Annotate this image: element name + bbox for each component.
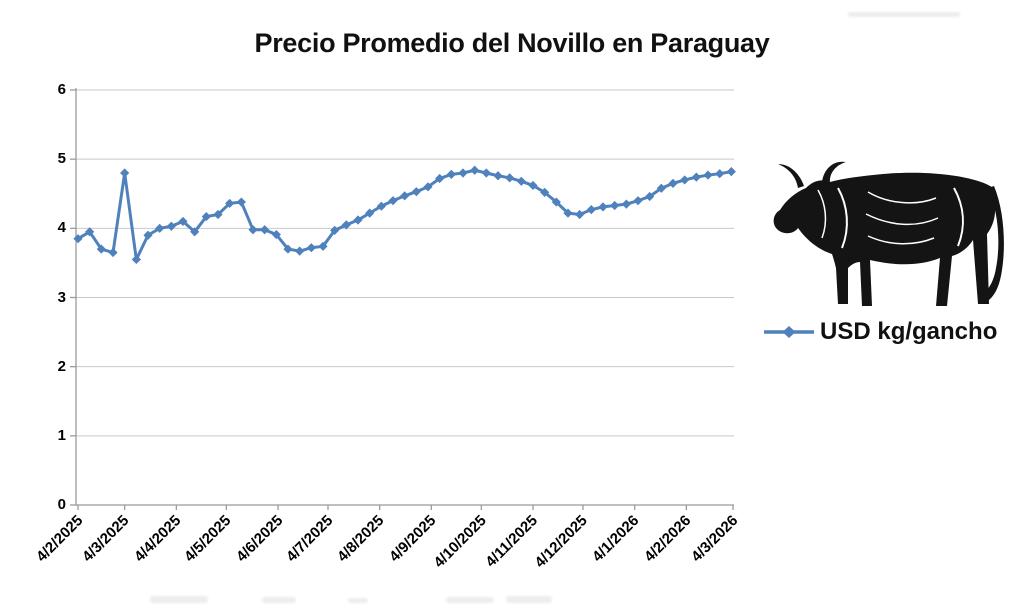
data-point-marker xyxy=(493,171,503,181)
artifact-smudge xyxy=(446,597,494,603)
data-point-marker xyxy=(283,244,293,254)
y-axis-tick-label: 1 xyxy=(57,426,66,444)
artifact-smudge xyxy=(150,596,208,603)
data-point-marker xyxy=(271,229,281,240)
data-point-marker xyxy=(446,169,456,179)
data-point-marker xyxy=(388,196,398,206)
artifact-smudge xyxy=(506,596,552,603)
series-line xyxy=(77,168,732,261)
data-point-marker xyxy=(680,175,690,185)
data-point-marker xyxy=(318,241,328,251)
data-point-marker xyxy=(470,165,480,175)
y-axis-tick-label: 6 xyxy=(57,81,66,98)
data-point-marker xyxy=(108,247,118,258)
data-point-marker xyxy=(621,199,631,209)
artifact-smudge xyxy=(262,597,296,603)
data-point-marker xyxy=(85,227,95,237)
data-point-marker xyxy=(715,169,725,179)
legend: USD kg/gancho xyxy=(763,318,997,346)
data-point-marker xyxy=(96,244,106,254)
artifact-smudge xyxy=(848,12,960,17)
data-point-marker xyxy=(143,230,153,240)
data-point-marker xyxy=(528,180,538,191)
data-point-marker xyxy=(586,205,596,215)
data-point-marker xyxy=(248,225,258,235)
bull-illustration xyxy=(773,161,1004,306)
bull-tail xyxy=(981,186,1004,302)
data-point-marker xyxy=(703,170,713,180)
data-point-marker xyxy=(213,209,223,220)
data-point-marker xyxy=(540,187,550,197)
bull-horn-right xyxy=(822,161,846,183)
data-point-marker xyxy=(295,246,305,256)
data-point-marker xyxy=(376,201,386,211)
data-point-marker xyxy=(575,209,585,220)
data-point-marker xyxy=(411,187,421,197)
data-point-marker xyxy=(178,216,188,227)
data-point-marker xyxy=(551,197,561,207)
data-point-marker xyxy=(645,191,655,202)
bull-body xyxy=(773,172,996,306)
data-point-marker xyxy=(435,173,445,184)
data-point-marker xyxy=(155,223,165,233)
bull-horn-left xyxy=(778,164,804,188)
y-axis-tick-label: 3 xyxy=(57,288,66,306)
data-point-marker xyxy=(120,168,130,178)
y-axis-tick-label: 4 xyxy=(57,219,66,237)
data-point-marker xyxy=(190,227,200,237)
data-point-marker xyxy=(691,172,701,182)
data-point-marker xyxy=(481,168,491,178)
data-point-marker xyxy=(131,254,141,265)
data-point-marker xyxy=(306,243,316,253)
data-point-marker xyxy=(225,198,235,209)
data-point-marker xyxy=(516,176,526,186)
data-point-marker xyxy=(598,202,608,212)
data-point-marker xyxy=(201,211,211,222)
data-point-marker xyxy=(365,208,375,218)
data-point-marker xyxy=(656,183,666,193)
data-point-marker xyxy=(726,167,736,177)
data-point-marker xyxy=(400,191,410,201)
data-point-marker xyxy=(236,197,246,207)
data-point-marker xyxy=(423,182,433,192)
y-axis-tick-label: 2 xyxy=(57,357,66,375)
data-point-marker xyxy=(505,173,515,183)
y-axis-tick-label: 0 xyxy=(57,496,66,513)
data-point-marker xyxy=(633,196,643,206)
y-axis-tick-label: 5 xyxy=(57,150,66,168)
data-point-marker xyxy=(458,168,468,178)
data-point-marker xyxy=(166,221,176,231)
legend-label: USD kg/gancho xyxy=(820,318,998,345)
data-point-marker xyxy=(668,178,678,188)
artifact-smudge xyxy=(348,598,368,603)
data-point-marker xyxy=(353,215,363,225)
data-point-marker xyxy=(610,200,620,211)
data-point-marker xyxy=(73,234,83,244)
data-point-marker xyxy=(260,225,270,235)
chart-title: Precio Promedio del Novillo en Paraguay xyxy=(254,28,770,58)
data-point-marker xyxy=(563,208,573,218)
data-point-marker xyxy=(341,220,351,230)
legend-series-marker-icon xyxy=(764,326,814,338)
data-point-marker xyxy=(330,225,340,236)
